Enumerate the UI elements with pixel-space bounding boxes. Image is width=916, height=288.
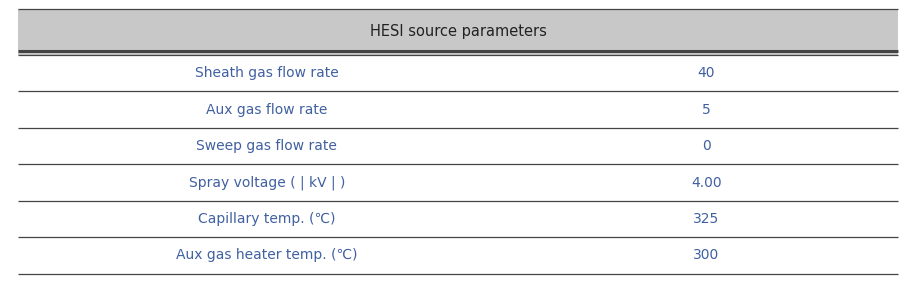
Text: 0: 0 — [702, 139, 711, 153]
Text: 5: 5 — [702, 103, 711, 117]
Text: Sheath gas flow rate: Sheath gas flow rate — [195, 66, 339, 80]
Text: 325: 325 — [693, 212, 720, 226]
Text: HESI source parameters: HESI source parameters — [369, 24, 547, 39]
Text: Capillary temp. (℃): Capillary temp. (℃) — [198, 212, 335, 226]
Text: Aux gas flow rate: Aux gas flow rate — [206, 103, 327, 117]
Bar — [18, 9, 898, 55]
Text: 40: 40 — [698, 66, 715, 80]
Text: Aux gas heater temp. (℃): Aux gas heater temp. (℃) — [176, 248, 357, 262]
Text: 4.00: 4.00 — [691, 175, 722, 190]
Text: Sweep gas flow rate: Sweep gas flow rate — [196, 139, 337, 153]
Text: Spray voltage ( | kV | ): Spray voltage ( | kV | ) — [189, 175, 345, 190]
Text: 300: 300 — [693, 248, 720, 262]
